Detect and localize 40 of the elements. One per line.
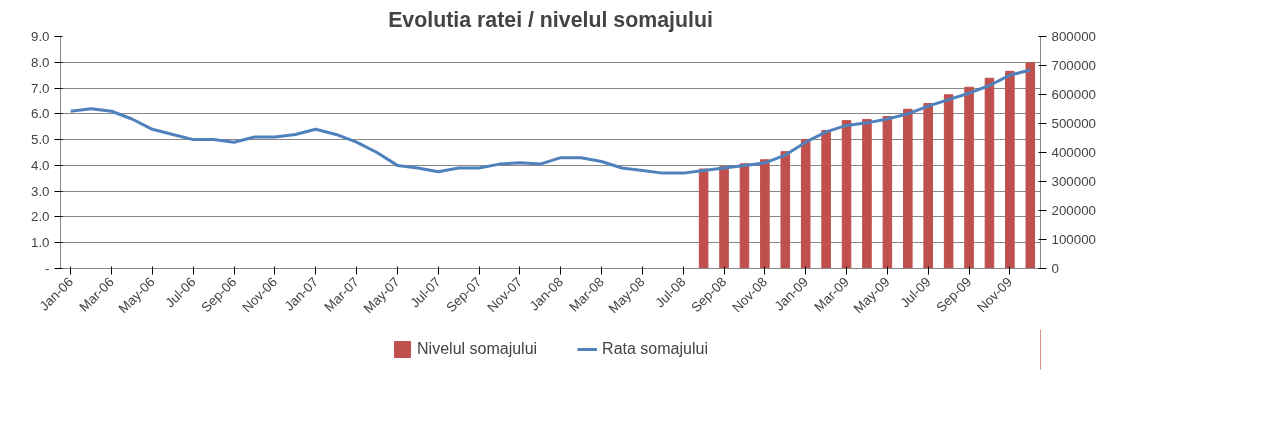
bar bbox=[698, 168, 709, 269]
y-tick-label: 4.0 bbox=[30, 157, 50, 173]
bar bbox=[964, 86, 974, 269]
y2-tick-label: 300000 bbox=[1051, 174, 1096, 189]
y-tick-label: 7.0 bbox=[30, 80, 50, 96]
y-tick-label: 9.0 bbox=[30, 29, 50, 44]
y-tick-label: 5.0 bbox=[30, 132, 50, 148]
y2-tick-label: 500000 bbox=[1051, 116, 1096, 131]
bar bbox=[1005, 70, 1015, 269]
y-tick-label: 6.0 bbox=[30, 106, 50, 122]
chart-title: Evolutia ratei / nivelul somajului bbox=[388, 7, 713, 32]
bar bbox=[903, 108, 913, 269]
y2-tick-label: 800000 bbox=[1051, 29, 1096, 44]
y-tick-label: 1.0 bbox=[30, 235, 50, 251]
y-tick-label: 3.0 bbox=[30, 183, 50, 199]
bar bbox=[882, 116, 893, 269]
bar bbox=[780, 151, 791, 269]
y2-tick-label: 0 bbox=[1051, 261, 1059, 276]
bar bbox=[841, 120, 852, 269]
y-tick-label: 2.0 bbox=[30, 209, 50, 225]
bar bbox=[800, 138, 811, 269]
legend-label: Rata somajului bbox=[602, 340, 708, 358]
y2-tick-label: 100000 bbox=[1051, 232, 1096, 247]
bar bbox=[760, 159, 770, 269]
y2-tick-label: 700000 bbox=[1051, 58, 1096, 73]
y-tick-label: 8.0 bbox=[30, 54, 50, 70]
legend-label: Nivelul somajului bbox=[417, 340, 538, 358]
bar bbox=[984, 77, 995, 269]
y2-tick-label: 600000 bbox=[1051, 87, 1096, 102]
bar bbox=[943, 94, 954, 269]
bar bbox=[1025, 62, 1036, 269]
y2-tick-label: 200000 bbox=[1051, 203, 1096, 218]
y2-tick-label: 400000 bbox=[1051, 145, 1096, 160]
bar bbox=[923, 102, 933, 269]
bar bbox=[719, 165, 729, 269]
bar bbox=[821, 129, 831, 269]
bar bbox=[739, 163, 750, 269]
bar bbox=[862, 118, 872, 269]
line-series bbox=[69, 68, 1032, 175]
y-tick-label: - bbox=[45, 261, 50, 276]
